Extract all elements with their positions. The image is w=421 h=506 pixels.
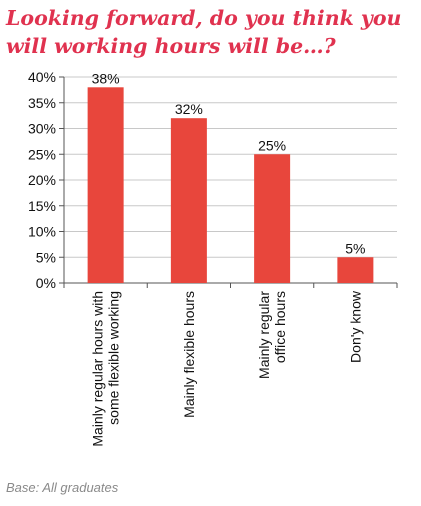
- bars: [87, 87, 374, 283]
- y-tick-label: 0%: [36, 275, 56, 291]
- y-tick-label: 35%: [28, 95, 56, 111]
- y-tick-label: 25%: [28, 146, 56, 162]
- x-category-label: some flexible working: [106, 291, 122, 425]
- y-tick-label: 20%: [28, 172, 56, 188]
- bar: [170, 118, 207, 283]
- bar: [337, 257, 374, 283]
- labels: 38% Mainly regular hours with some flexibl…: [90, 70, 366, 446]
- y-tick-label: 30%: [28, 121, 56, 137]
- chart-title: Looking forward, do you think you will w…: [6, 6, 402, 58]
- x-category-label: Mainly flexible hours: [181, 291, 197, 418]
- x-category-label: Mainly regular hours with: [90, 291, 106, 447]
- bar-value-label: 5%: [345, 240, 365, 256]
- base-footnote: Base: All graduates: [6, 480, 119, 495]
- axes: 0% 5% 10% 15% 20% 25% 30% 35% 40%: [28, 69, 398, 291]
- bar: [254, 154, 291, 283]
- x-category-label: Don'y know: [347, 290, 363, 363]
- x-category-label: Mainly regular: [256, 291, 272, 379]
- y-tick-label: 5%: [36, 249, 56, 265]
- bar-value-label: 38%: [92, 70, 120, 86]
- bar-value-label: 25%: [258, 137, 286, 153]
- y-tick-label: 15%: [28, 198, 56, 214]
- bar-value-label: 32%: [175, 101, 203, 117]
- x-category-label: office hours: [272, 291, 288, 363]
- y-tick-label: 40%: [28, 69, 56, 85]
- bar: [87, 87, 124, 283]
- y-tick-label: 10%: [28, 224, 56, 240]
